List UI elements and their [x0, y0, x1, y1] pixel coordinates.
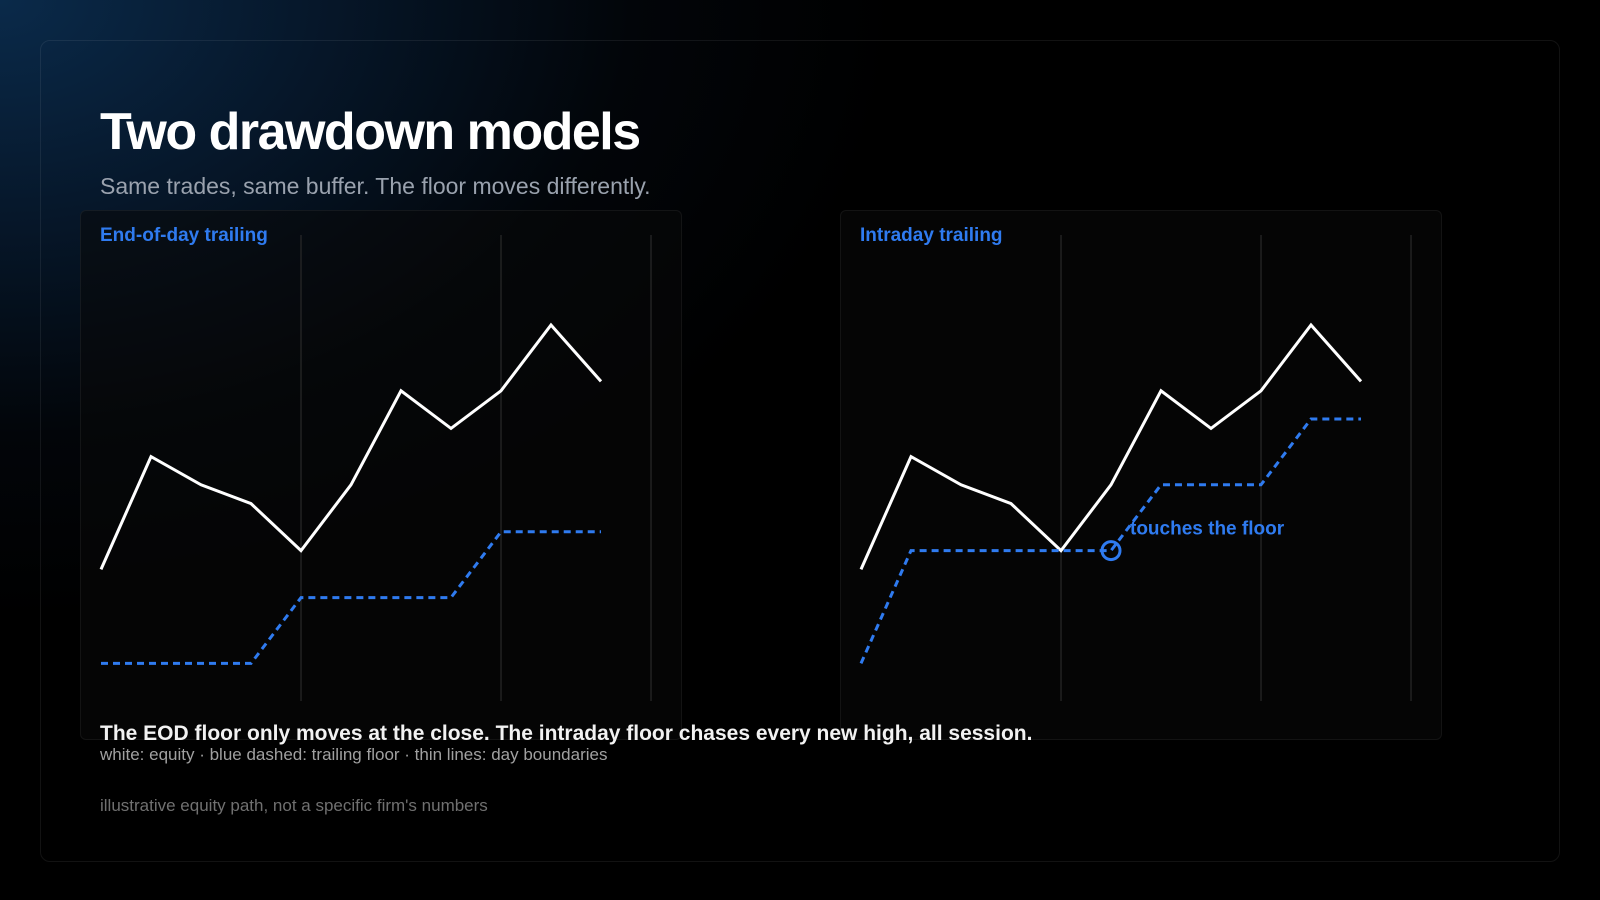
touch-point-marker: [1100, 540, 1122, 562]
footnote: illustrative equity path, not a specific…: [100, 796, 488, 815]
chart-title-intraday: Intraday trailing: [860, 225, 1003, 246]
chart-legend: white: equity · blue dashed: trailing fl…: [100, 745, 608, 764]
trailing-floor-line: [859, 417, 1361, 665]
equity-line: [859, 322, 1363, 571]
chart-panel-intraday: Intraday trailing touches the floor: [840, 210, 1442, 740]
eod-chart: [99, 235, 652, 701]
chart-title-eod: End-of-day trailing: [100, 225, 268, 246]
chart-caption: The EOD floor only moves at the close. T…: [100, 722, 1033, 745]
equity-line: [99, 322, 603, 571]
slide-frame: [40, 40, 1560, 862]
chart-panel-eod: End-of-day trailing: [80, 210, 682, 740]
intraday-chart: touches the floor: [859, 235, 1412, 701]
page-title: Two drawdown models: [100, 103, 641, 161]
annotation-label: touches the floor: [1130, 519, 1285, 540]
page-subtitle: Same trades, same buffer. The floor move…: [100, 173, 651, 199]
trailing-floor-line: [101, 530, 601, 665]
